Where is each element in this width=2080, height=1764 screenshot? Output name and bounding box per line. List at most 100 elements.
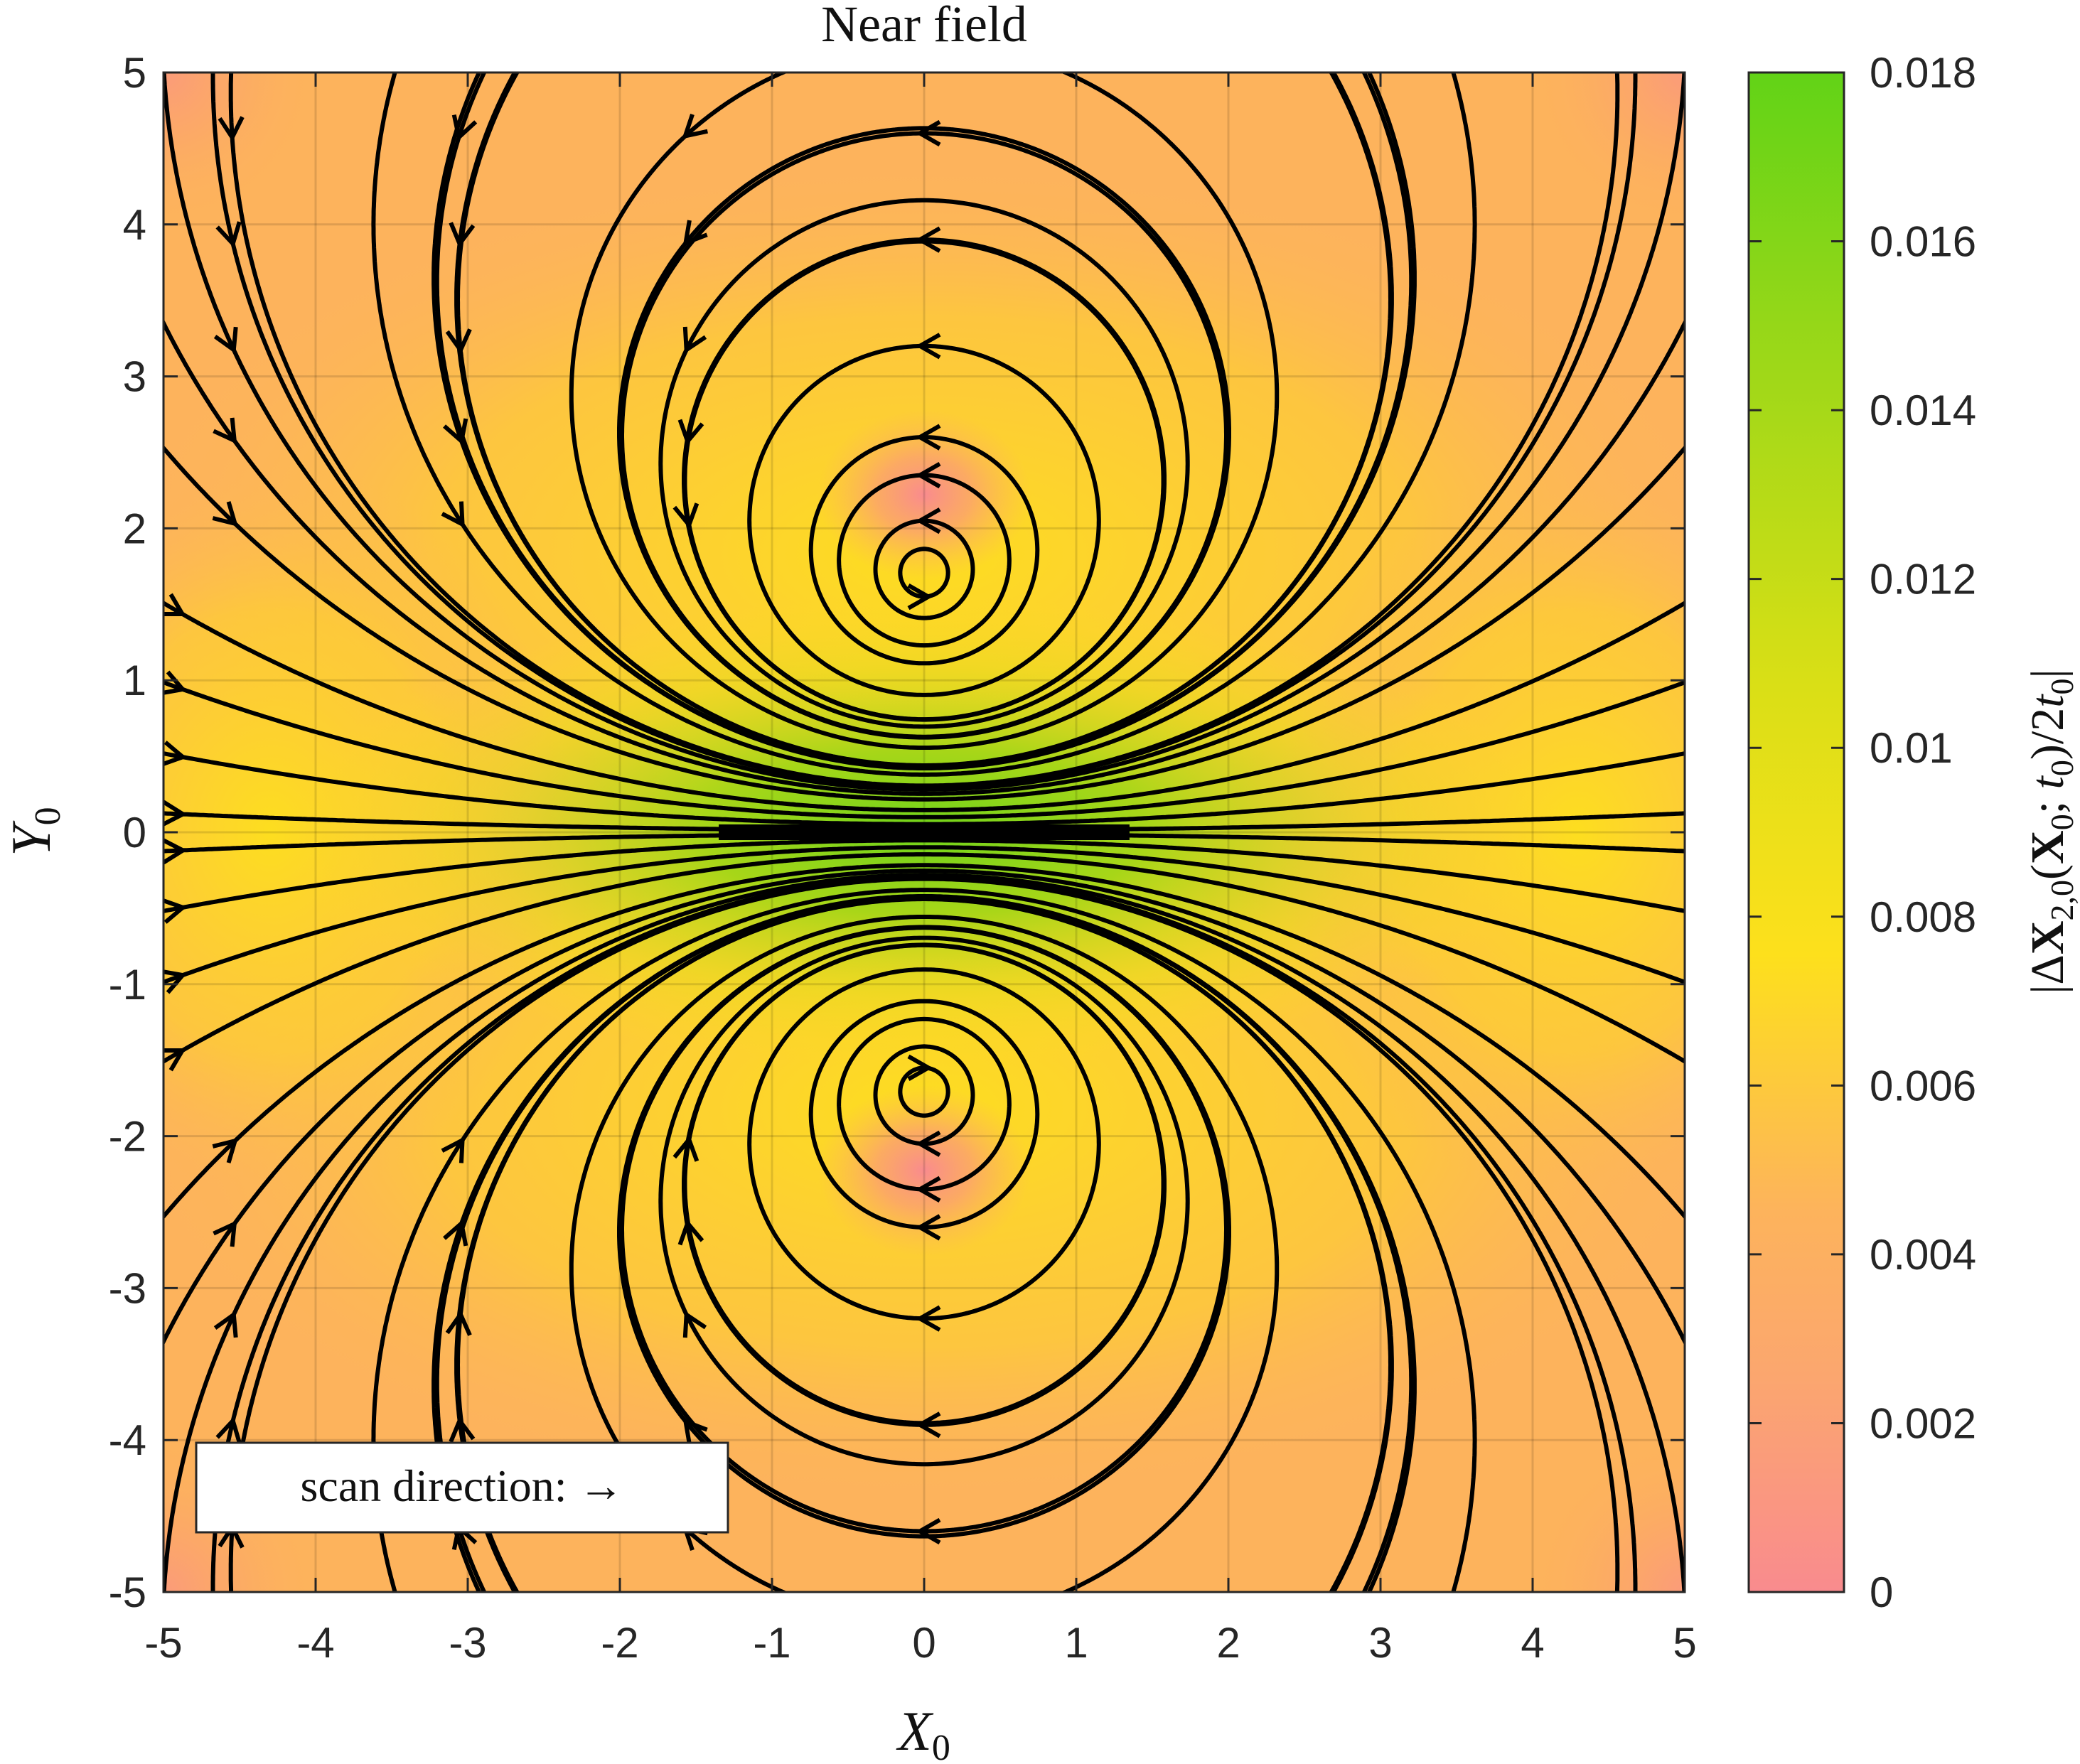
- streamline: [454, 896, 1394, 1592]
- streamlines: [163, 72, 1685, 1592]
- streamline-arrow: [212, 501, 238, 527]
- streamline-arrow: [449, 1416, 476, 1443]
- streamline: [163, 72, 1685, 792]
- streamline-arrow: [218, 116, 245, 142]
- colorbar-tick-label: 0: [1870, 1569, 1893, 1616]
- streamline-arrow: [915, 119, 941, 147]
- streamline-arrow: [215, 221, 242, 248]
- scatterer-segment: [719, 824, 1130, 840]
- x-axis-label: X0: [896, 1700, 950, 1764]
- heatmap-region-corner-tl: [163, 72, 320, 229]
- scan-direction-legend: scan direction: →: [195, 1441, 729, 1534]
- streamline-arrow: [163, 838, 188, 865]
- y-tick-label: 4: [123, 201, 146, 249]
- streamline-arrow: [915, 1214, 941, 1241]
- colorbar-tick-label: 0.008: [1870, 893, 1976, 941]
- heatmap-region-corner-tr: [1528, 72, 1685, 229]
- streamline-arrow: [163, 741, 188, 767]
- x-tick-label: 1: [1064, 1619, 1088, 1667]
- streamline-arrow: [215, 1416, 242, 1443]
- chart-title: Near field: [821, 0, 1027, 53]
- streamline-arrow: [915, 507, 941, 534]
- x-axis-ticks: -5 -4 -3 -2 -1 0 1 2 3 4 5: [144, 72, 1697, 1667]
- streamline-arrow: [163, 593, 186, 616]
- streamline-arrow: [682, 220, 708, 247]
- colorbar-tick-label: 0.014: [1870, 387, 1976, 434]
- colorbar-tick-label: 0.01: [1870, 724, 1953, 772]
- streamline-arrow: [682, 1311, 707, 1338]
- scan-direction-text: scan direction: →: [301, 1461, 624, 1511]
- streamline: [163, 838, 1685, 913]
- y-tick-label: -3: [109, 1264, 146, 1312]
- x-tick-label: 4: [1521, 1619, 1544, 1667]
- x-tick-label: 2: [1216, 1619, 1240, 1667]
- streamline-arrow: [682, 113, 708, 139]
- streamline-arrow: [441, 1136, 465, 1163]
- x-tick-label: -1: [753, 1619, 790, 1667]
- streamline-arrow: [163, 800, 188, 827]
- streamline-arrow: [682, 326, 707, 354]
- colorbar-tick-label: 0.012: [1870, 556, 1976, 603]
- streamline-arrow: [213, 417, 237, 444]
- streamline: [163, 679, 1685, 819]
- streamline: [434, 72, 1414, 770]
- y-tick-label: -5: [109, 1569, 146, 1616]
- streamline-arrow: [915, 1517, 941, 1545]
- x-tick-label: 0: [912, 1619, 936, 1667]
- streamline: [228, 72, 1620, 788]
- colorbar-tick-label: 0.004: [1870, 1231, 1976, 1279]
- colorbar-tick-label: 0.006: [1870, 1062, 1976, 1109]
- streamline-arrow: [682, 1418, 708, 1445]
- heatmap-region-corner-br: [1528, 1436, 1685, 1592]
- x-tick-label: 5: [1673, 1619, 1696, 1667]
- y-tick-label: 3: [123, 353, 146, 401]
- y-tick-label: -4: [109, 1416, 146, 1464]
- streamline: [371, 888, 1477, 1592]
- streamline-arrow: [915, 1305, 941, 1332]
- colorbar-label: |ΔX2,0(X0; t0)/2t0|: [2022, 669, 2080, 994]
- streamline: [163, 444, 1685, 802]
- streamline: [434, 894, 1414, 1592]
- streamline: [163, 845, 1685, 985]
- streamline: [163, 751, 1685, 827]
- y-tick-label: 0: [123, 809, 146, 856]
- x-tick-label: -4: [296, 1619, 334, 1667]
- colorbar-tick-label: 0.002: [1870, 1399, 1976, 1447]
- colorbar-gradient: [1747, 71, 1845, 1593]
- streamline: [163, 873, 1685, 1592]
- y-axis-ticks: 5 4 3 2 1 0 -1 -2 -3 -4 -5: [109, 49, 1685, 1616]
- streamline-arrow: [915, 226, 941, 253]
- streamline: [163, 868, 1685, 1347]
- streamline-arrow: [915, 1411, 941, 1438]
- colorbar-ticks: 0 0.002 0.004 0.006 0.008 0.01 0.012 0.014 0.016…: [1749, 49, 1976, 1616]
- streamline-arrow: [915, 1130, 941, 1157]
- colorbar-tick-label: 0.018: [1870, 49, 1976, 97]
- streamline: [163, 863, 1685, 1220]
- streamline: [163, 601, 1685, 812]
- streamline: [371, 72, 1477, 777]
- streamline: [163, 318, 1685, 796]
- y-tick-label: -2: [109, 1113, 146, 1161]
- streamline-arrow: [915, 1176, 941, 1203]
- streamline-arrow: [443, 418, 468, 446]
- streamline-arrow: [915, 333, 941, 360]
- streamline-arrow: [163, 1048, 186, 1072]
- streamline-arrow: [915, 461, 941, 489]
- x-tick-label: -2: [601, 1619, 638, 1667]
- streamline-arrow: [907, 583, 933, 611]
- streamline-arrow: [163, 969, 187, 994]
- streamline: [228, 876, 1620, 1592]
- x-tick-label: -5: [144, 1619, 182, 1667]
- streamline-arrow: [213, 1220, 237, 1247]
- y-tick-label: 1: [123, 657, 146, 704]
- streamline: [163, 852, 1685, 1064]
- colorbar-tick-label: 0.016: [1870, 218, 1976, 266]
- streamline-arrow: [449, 222, 476, 249]
- streamline: [454, 72, 1394, 768]
- streamline-arrow: [451, 114, 478, 141]
- heatmap-field: [163, 72, 1685, 1592]
- x-tick-label: -3: [449, 1619, 486, 1667]
- streamline-arrow: [163, 898, 188, 924]
- y-tick-label: 5: [123, 49, 146, 97]
